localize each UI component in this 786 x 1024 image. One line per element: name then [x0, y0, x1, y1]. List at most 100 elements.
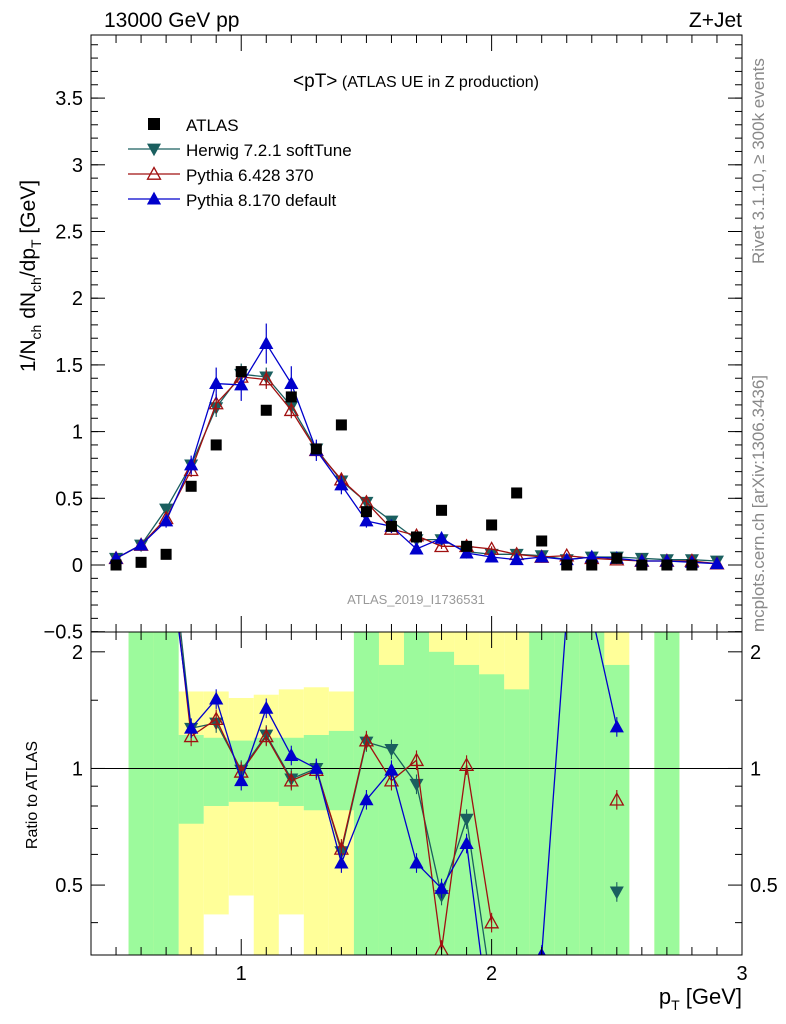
- legend-marker-herwig: [146, 143, 162, 157]
- ratio-point-pythia8: [209, 691, 224, 705]
- chart-title: <pT> (ATLAS UE in Z production): [293, 71, 539, 92]
- ratio-tick-label: 2: [72, 642, 83, 664]
- ratio-point-pythia8: [334, 855, 349, 869]
- point-pythia6: [258, 371, 274, 386]
- point-pythia8: [459, 545, 474, 559]
- ratio-series-group: [178, 632, 625, 955]
- series-line-pythia8: [115, 342, 717, 565]
- atlas-point: [335, 419, 347, 431]
- ratio-point-pythia8: [234, 773, 249, 787]
- y-tick-label: 2.5: [55, 222, 83, 244]
- ratio-band-green: [178, 734, 204, 824]
- atlas-point: [536, 535, 548, 547]
- atlas-point: [185, 480, 197, 492]
- ratio-point-pythia8: [284, 748, 299, 761]
- ratio-band-green: [328, 730, 354, 811]
- point-pythia8: [259, 336, 274, 350]
- atlas-point: [110, 559, 122, 571]
- point-pythia8: [284, 376, 299, 390]
- main-panel: [108, 323, 725, 571]
- ratio-band-green: [153, 632, 179, 955]
- axes: −0.5 0 0.5 1 1.5 2 2.5 3 3.5 0.5 0.5 1 1 2 2 1 2 3: [44, 35, 778, 985]
- ratio-point-pythia8: [434, 881, 449, 894]
- ratio-point-pythia6: [208, 711, 224, 726]
- ratio-point-pythia8: [309, 761, 324, 774]
- ratio-point-herwig: [609, 886, 624, 900]
- atlas-point: [235, 366, 247, 378]
- ratio-band-green: [554, 632, 580, 955]
- ratio-point-pythia8: [184, 720, 199, 734]
- mcplots-label: mcplots.cern.ch [arXiv:1306.3436]: [749, 375, 768, 632]
- atlas-point: [260, 404, 272, 416]
- x-tick-label: 3: [736, 963, 747, 985]
- atlas-point: [686, 559, 698, 571]
- point-pythia8: [509, 552, 524, 566]
- ratio-point-pythia8: [459, 836, 474, 849]
- y-tick-label: 2: [72, 288, 83, 310]
- point-pythia6: [208, 395, 224, 410]
- point-herwig: [159, 503, 174, 517]
- point-pythia8: [409, 541, 424, 555]
- ratio-band-green: [504, 689, 530, 955]
- y-tick-label: 1.5: [55, 355, 83, 377]
- legend: ATLAS Herwig 7.2.1 softTune Pythia 6.428 3…: [128, 116, 352, 210]
- ratio-panel: [178, 632, 625, 955]
- point-pythia8: [234, 377, 249, 391]
- ratio-band-green: [479, 674, 505, 955]
- point-pythia8: [709, 556, 725, 570]
- atlas-point: [436, 504, 448, 516]
- y-axis-label: 1/Nch dNch/dpT [GeV]: [17, 180, 44, 372]
- ratio-point-pythia6: [408, 752, 425, 767]
- legend-marker-pythia6: [146, 166, 162, 180]
- y-tick-label: −0.5: [44, 622, 83, 644]
- ratio-point-pythia6: [609, 791, 625, 806]
- ratio-band-green: [203, 737, 229, 806]
- ratio-band-green: [654, 632, 680, 955]
- legend-atlas-label: ATLAS: [186, 116, 239, 135]
- ratio-tick-label: 1: [72, 758, 83, 780]
- y-tick-label: 0: [72, 555, 83, 577]
- point-pythia8: [534, 549, 549, 563]
- atlas-point: [586, 559, 598, 571]
- atlas-point: [210, 439, 222, 451]
- atlas-point: [135, 556, 147, 568]
- atlas-point: [486, 519, 498, 531]
- point-pythia6: [433, 538, 450, 553]
- ratio-point-pythia6: [458, 757, 475, 771]
- atlas-point: [160, 548, 172, 560]
- y-tick-label: 0.5: [55, 488, 83, 510]
- y-tick-label: 1: [72, 422, 83, 444]
- ratio-point-pythia6: [434, 942, 449, 955]
- ratio-y-axis-label: Ratio to ATLAS: [24, 741, 41, 849]
- ratio-point-pythia6: [283, 772, 299, 787]
- ratio-point-pythia6: [258, 728, 274, 743]
- ratio-point-pythia6: [358, 732, 375, 747]
- y-tick-label: 3.5: [55, 88, 83, 110]
- ratio-line-pythia6: [178, 632, 493, 951]
- x-axis-label: pT [GeV]: [659, 984, 742, 1013]
- ratio-point-pythia6: [484, 914, 500, 929]
- point-pythia8: [133, 537, 149, 551]
- x-tick-label: 1: [236, 963, 247, 985]
- legend-label-pythia8: Pythia 8.170 default: [186, 191, 337, 210]
- ratio-band-green: [529, 632, 555, 955]
- ratio-band-green: [128, 632, 154, 955]
- atlas-point: [636, 559, 648, 571]
- ratio-tick-label-right: 0.5: [750, 875, 778, 897]
- ratio-point-pythia8: [609, 719, 624, 733]
- ratio-band-green: [429, 651, 455, 955]
- ratio-point-pythia6: [183, 728, 199, 743]
- atlas-point: [310, 443, 322, 455]
- atlas-point: [511, 487, 523, 499]
- ratio-band-green: [579, 632, 605, 955]
- atlas-point: [411, 531, 422, 543]
- ratio-tick-label: 0.5: [55, 875, 83, 897]
- ratio-point-herwig: [459, 813, 474, 827]
- atlas-point: [561, 559, 573, 571]
- point-pythia8: [484, 549, 499, 563]
- rivet-label: Rivet 3.1.10, ≥ 300k events: [749, 58, 768, 264]
- ratio-line-pythia8: [178, 632, 482, 955]
- legend-marker-pythia8: [146, 191, 162, 205]
- point-pythia8: [184, 457, 199, 471]
- point-pythia8: [359, 513, 374, 527]
